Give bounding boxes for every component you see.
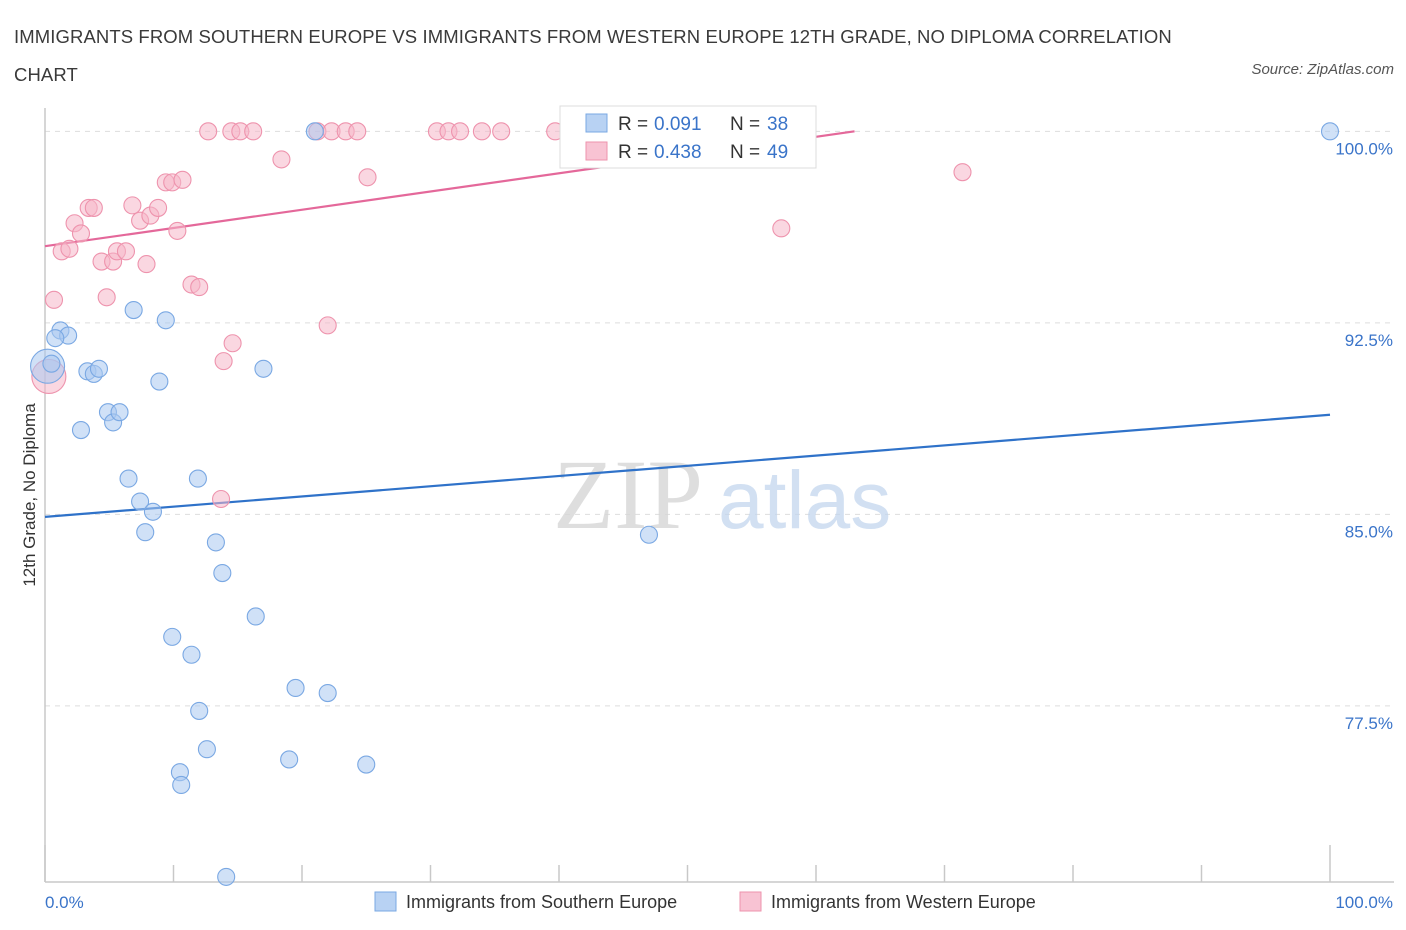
stats-pink-r-value: 0.438 xyxy=(654,142,702,163)
legend-blue-label: Immigrants from Southern Europe xyxy=(406,892,677,912)
blue-data-point xyxy=(1320,122,1340,141)
blue-data-point xyxy=(46,329,65,348)
series-legend: Immigrants from Southern Europe Immigran… xyxy=(374,891,1036,912)
pink-data-point xyxy=(199,122,218,141)
pink-data-point xyxy=(168,221,187,240)
pink-data-point xyxy=(772,219,791,238)
pink-data-point xyxy=(451,122,470,141)
pink-data-point xyxy=(123,196,142,215)
blue-data-point xyxy=(156,311,175,330)
blue-data-point xyxy=(357,755,376,774)
watermark-zip: ZIP xyxy=(553,439,703,550)
blue-data-point xyxy=(131,492,150,511)
pink-data-point xyxy=(318,316,337,335)
blue-data-point xyxy=(254,359,273,378)
blue-data-point xyxy=(182,645,201,664)
stats-pink-r-label: R = xyxy=(618,142,648,163)
blue-data-point xyxy=(163,627,182,646)
stats-legend: R = 0.091 N = 38 R = 0.438 N = 49 xyxy=(559,105,817,169)
stats-pink-n-label: N = xyxy=(730,142,760,163)
blue-data-point xyxy=(71,421,91,440)
blue-data-point xyxy=(190,701,209,720)
pink-data-point xyxy=(358,168,377,187)
legend-pink-swatch xyxy=(739,891,762,912)
blue-data-point xyxy=(172,775,191,795)
pink-data-point xyxy=(60,239,79,258)
x-tick-label-min: 0.0% xyxy=(45,893,84,912)
pink-data-point xyxy=(348,122,367,141)
blue-data-point xyxy=(305,122,324,141)
blue-data-point xyxy=(89,359,109,378)
stats-pink-swatch xyxy=(585,141,608,161)
legend-blue-swatch xyxy=(374,891,397,912)
blue-data-point xyxy=(206,533,225,552)
blue-data-point xyxy=(213,563,232,583)
stats-pink-n-value: 49 xyxy=(767,142,788,163)
pink-data-point xyxy=(116,242,136,261)
stats-blue-r-label: R = xyxy=(618,114,648,135)
blue-data-point xyxy=(119,469,138,488)
pink-data-point xyxy=(953,163,972,182)
pink-data-point xyxy=(173,170,192,189)
x-tick-label-max: 100.0% xyxy=(1335,893,1393,912)
pink-data-point xyxy=(97,288,116,307)
pink-data-point xyxy=(190,278,209,297)
y-tick-label: 100.0% xyxy=(1335,139,1393,158)
blue-data-point xyxy=(42,354,61,373)
pink-data-point xyxy=(211,489,231,509)
pink-data-point xyxy=(137,255,156,274)
pink-data-point xyxy=(84,198,103,217)
blue-data-point xyxy=(639,525,659,544)
pink-data-point xyxy=(472,122,491,141)
blue-data-point xyxy=(150,372,169,391)
blue-data-point xyxy=(136,523,155,542)
y-tick-label: 85.0% xyxy=(1345,522,1393,541)
blue-data-point xyxy=(143,502,162,521)
blue-trend-line xyxy=(44,413,1331,518)
stats-blue-n-label: N = xyxy=(730,114,760,135)
watermark-atlas: atlas xyxy=(718,455,891,546)
points xyxy=(30,122,1340,886)
y-tick-labels: 100.0% 92.5% 85.0% 77.5% xyxy=(1335,139,1393,733)
blue-data-point xyxy=(217,867,236,886)
pink-data-point xyxy=(492,122,511,141)
y-tick-label: 92.5% xyxy=(1345,331,1393,350)
chart-title: IMMIGRANTS FROM SOUTHERN EUROPE VS IMMIG… xyxy=(14,26,1172,85)
blue-data-point xyxy=(124,301,143,320)
pink-data-point xyxy=(149,198,168,217)
blue-data-point xyxy=(286,678,305,697)
blue-data-point xyxy=(246,607,265,626)
stats-blue-n-value: 38 xyxy=(767,114,788,135)
watermark: ZIP atlas xyxy=(553,439,891,550)
blue-data-point xyxy=(318,684,337,703)
blue-data-point xyxy=(188,469,207,488)
pink-data-point xyxy=(71,224,91,243)
pink-data-point xyxy=(272,150,291,169)
axes xyxy=(44,108,1394,883)
blue-data-point xyxy=(110,403,129,422)
stats-blue-swatch xyxy=(585,113,608,133)
source-label: Source: ZipAtlas.com xyxy=(1251,61,1394,78)
stats-blue-r-value: 0.091 xyxy=(654,114,702,135)
pink-data-point xyxy=(223,334,242,353)
y-tick-label: 77.5% xyxy=(1345,714,1393,733)
legend-pink-label: Immigrants from Western Europe xyxy=(771,892,1036,912)
blue-data-point xyxy=(197,740,216,759)
pink-data-point xyxy=(214,352,233,371)
pink-data-point xyxy=(44,290,64,309)
pink-data-point xyxy=(244,122,263,141)
blue-data-point xyxy=(280,750,299,769)
y-axis-label: 12th Grade, No Diploma xyxy=(20,403,39,587)
x-tick-labels: 0.0% 100.0% xyxy=(45,893,1393,912)
